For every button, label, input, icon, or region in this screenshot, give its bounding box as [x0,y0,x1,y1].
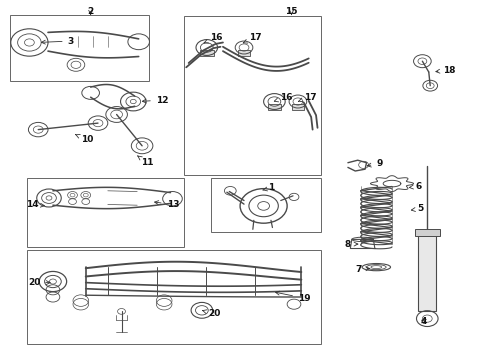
Bar [27,250,321,344]
Text: 17: 17 [298,93,317,102]
Text: 18: 18 [436,66,456,75]
Bar [200,50,214,56]
Text: 6: 6 [409,182,422,191]
Text: 11: 11 [138,156,153,167]
Text: 13: 13 [155,200,179,209]
Text: 1: 1 [263,184,275,192]
Bar [418,230,436,311]
Bar [184,16,321,175]
Text: 4: 4 [420,317,427,325]
Bar [292,104,304,110]
Text: 19: 19 [275,291,311,302]
Text: 2: 2 [88,7,94,16]
Text: 14: 14 [25,200,45,209]
Text: 10: 10 [75,135,93,144]
Bar [211,178,321,232]
Text: 12: 12 [143,95,169,104]
Bar [238,50,250,56]
Text: 5: 5 [411,204,424,213]
Text: 15: 15 [285,7,298,16]
Bar [27,178,184,247]
Text: 8: 8 [344,240,358,248]
Text: 7: 7 [355,265,369,274]
Bar [415,229,440,236]
Text: 20: 20 [28,278,50,287]
Text: 17: 17 [243,33,262,43]
Text: 9: 9 [367,159,383,168]
Text: 16: 16 [204,33,222,43]
Text: 20: 20 [202,309,220,318]
Text: 16: 16 [274,93,293,102]
Bar [268,104,281,110]
Text: 3: 3 [42,37,74,46]
Bar [10,15,149,81]
